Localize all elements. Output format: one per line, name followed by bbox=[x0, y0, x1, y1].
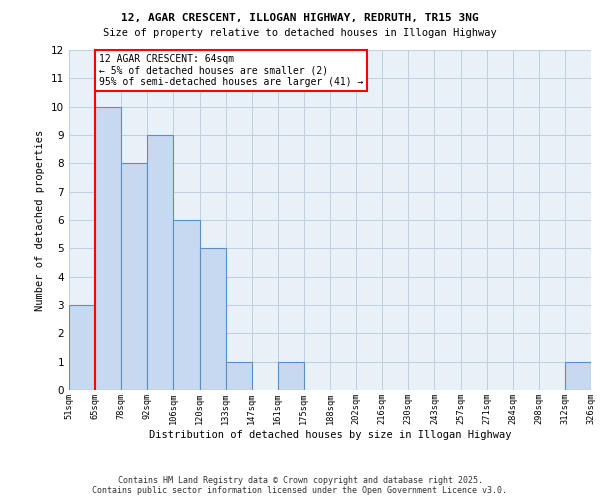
Bar bbox=[69, 305, 95, 390]
Text: Size of property relative to detached houses in Illogan Highway: Size of property relative to detached ho… bbox=[103, 28, 497, 38]
Bar bbox=[95, 106, 121, 390]
Bar bbox=[121, 164, 148, 390]
X-axis label: Distribution of detached houses by size in Illogan Highway: Distribution of detached houses by size … bbox=[149, 430, 511, 440]
Text: 12 AGAR CRESCENT: 64sqm
← 5% of detached houses are smaller (2)
95% of semi-deta: 12 AGAR CRESCENT: 64sqm ← 5% of detached… bbox=[99, 54, 364, 88]
Bar bbox=[148, 135, 173, 390]
Text: Contains HM Land Registry data © Crown copyright and database right 2025.
Contai: Contains HM Land Registry data © Crown c… bbox=[92, 476, 508, 495]
Bar bbox=[226, 362, 252, 390]
Y-axis label: Number of detached properties: Number of detached properties bbox=[35, 130, 46, 310]
Bar bbox=[565, 362, 591, 390]
Bar bbox=[173, 220, 199, 390]
Text: 12, AGAR CRESCENT, ILLOGAN HIGHWAY, REDRUTH, TR15 3NG: 12, AGAR CRESCENT, ILLOGAN HIGHWAY, REDR… bbox=[121, 12, 479, 22]
Bar bbox=[199, 248, 226, 390]
Bar bbox=[278, 362, 304, 390]
